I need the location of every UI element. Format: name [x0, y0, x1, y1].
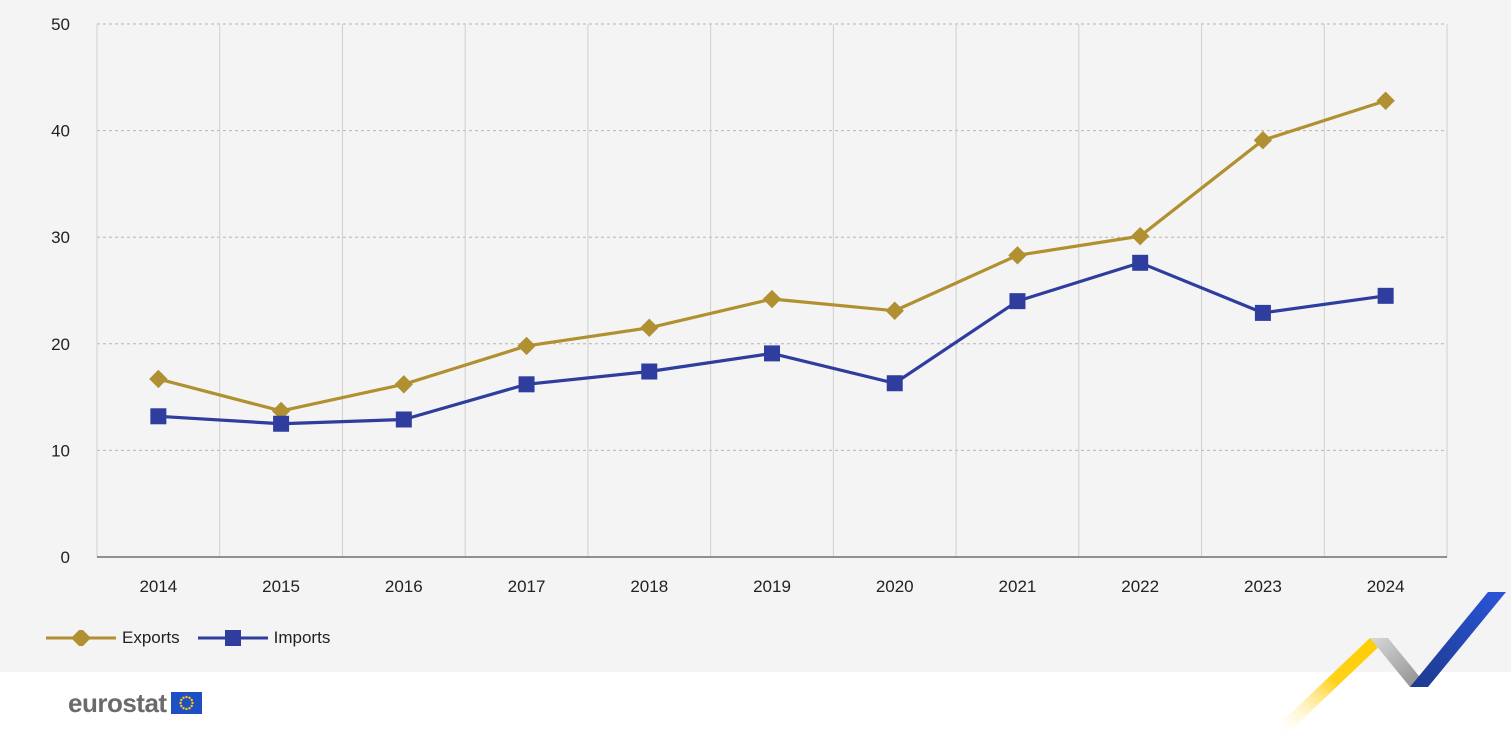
ribbon-blue [1410, 592, 1506, 687]
data-point-exports-2017[interactable] [517, 336, 536, 356]
legend-label-exports: Exports [122, 628, 180, 647]
x-tick-label: 2023 [1244, 577, 1282, 596]
data-point-exports-2021[interactable] [1008, 246, 1027, 265]
y-tick-label: 20 [51, 335, 70, 354]
chart-legend: Exports Imports [46, 624, 330, 652]
ribbon-yellow [1270, 638, 1388, 733]
x-tick-label: 2017 [508, 577, 546, 596]
data-point-imports-2019[interactable] [764, 345, 780, 362]
data-point-exports-2016[interactable] [394, 375, 414, 394]
data-point-exports-2015[interactable] [271, 401, 291, 421]
eurostat-logo[interactable]: eurostat [68, 690, 202, 716]
data-point-imports-2018[interactable] [641, 363, 658, 380]
x-tick-label: 2021 [999, 577, 1037, 596]
x-tick-label: 2015 [262, 577, 300, 596]
data-point-imports-2014[interactable] [150, 408, 167, 425]
data-point-exports-2020[interactable] [885, 301, 904, 320]
x-tick-label: 2022 [1121, 577, 1159, 596]
data-point-exports-2024[interactable] [1376, 91, 1395, 110]
x-tick-label: 2014 [139, 577, 177, 596]
data-point-exports-2018[interactable] [640, 318, 659, 338]
data-point-imports-2017[interactable] [518, 376, 535, 393]
x-tick-label: 2016 [385, 577, 423, 596]
y-tick-label: 30 [51, 228, 70, 247]
data-point-imports-2022[interactable] [1132, 254, 1149, 271]
logo-text: eurostat [68, 688, 167, 718]
data-point-imports-2023[interactable] [1254, 304, 1271, 321]
data-point-imports-2016[interactable] [395, 411, 412, 428]
data-point-exports-2014[interactable] [149, 369, 168, 389]
x-tick-label: 2020 [876, 577, 914, 596]
eu-flag-icon [170, 692, 202, 714]
legend-swatch-exports [46, 630, 116, 646]
data-point-exports-2023[interactable] [1253, 131, 1273, 150]
y-tick-label: 50 [51, 15, 70, 34]
axes: 0 10 20 30 40 50 2014 2015 2016 2017 2018 2019 2020 2… [51, 15, 1447, 596]
data-point-imports-2015[interactable] [273, 415, 290, 432]
legend-item-imports[interactable]: Imports [197, 628, 331, 648]
legend-item-exports[interactable]: Exports [46, 628, 180, 648]
data-point-imports-2021[interactable] [1009, 293, 1026, 310]
data-point-imports-2024[interactable] [1377, 287, 1394, 304]
data-point-imports-2020[interactable] [886, 375, 903, 392]
x-tick-label: 2018 [630, 577, 668, 596]
legend-swatch-imports [197, 630, 268, 646]
decorative-ribbon [1270, 592, 1506, 733]
x-tick-label: 2024 [1367, 577, 1405, 596]
series-markers [149, 91, 1395, 432]
legend-label-imports: Imports [273, 628, 331, 647]
chart-panel: 0 10 20 30 40 50 2014 2015 2016 2017 2018 2019 2020 2… [0, 0, 1511, 672]
gridlines [96, 23, 1448, 557]
y-tick-label: 40 [51, 122, 70, 141]
y-tick-label: 10 [51, 441, 70, 460]
line-chart: 0 10 20 30 40 50 2014 2015 2016 2017 2018 2019 2020 2… [51, 15, 1448, 596]
x-tick-label: 2019 [753, 577, 791, 596]
data-point-exports-2022[interactable] [1130, 226, 1150, 246]
y-tick-label: 0 [61, 548, 70, 567]
ribbon-grey [1370, 638, 1428, 687]
data-point-exports-2019[interactable] [762, 289, 782, 309]
